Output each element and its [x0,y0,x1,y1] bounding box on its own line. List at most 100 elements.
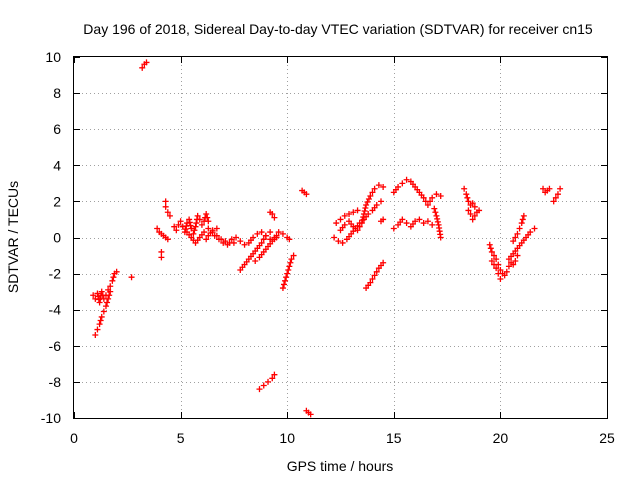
y-tick-label: 8 [53,85,61,101]
data-point [412,218,419,225]
data-point [102,303,109,310]
data-point [194,212,201,219]
data-point [487,245,494,252]
data-point [94,326,101,333]
data-point [205,218,212,225]
data-point [173,227,180,234]
data-point [390,225,397,232]
data-point [204,214,211,221]
x-tick-label: 5 [177,430,185,446]
data-point [105,295,112,302]
data-point [367,192,374,199]
data-point [260,236,267,243]
data-point [503,268,510,275]
data-point [514,252,521,259]
data-point [346,211,353,218]
data-point [256,386,263,393]
data-point [380,216,387,223]
y-tick-label: 4 [53,157,61,173]
data-point [203,211,210,218]
data-point [271,236,278,243]
data-point [486,241,493,248]
y-tick-label: -8 [49,374,62,390]
data-point [90,292,97,299]
data-point [380,259,387,266]
data-point [497,276,504,283]
data-point [190,230,197,237]
data-point [188,225,195,232]
data-point [518,220,525,227]
data-point [164,209,171,216]
data-point [187,222,194,229]
data-point [94,290,101,297]
data-point [198,221,205,228]
data-point [469,200,476,207]
data-point [220,239,227,246]
data-point [162,203,169,210]
data-point [307,411,314,418]
data-point [98,313,105,320]
data-point [154,225,161,232]
data-point [434,218,441,225]
data-point [464,194,471,201]
data-point [303,191,310,198]
data-point [258,229,265,236]
data-point [420,194,427,201]
data-point [362,205,369,212]
data-point [205,225,212,232]
x-tick-label: 25 [599,430,615,446]
data-point [395,183,402,190]
data-point [360,214,367,221]
data-point [369,189,376,196]
data-point [186,219,193,226]
x-tick-label: 10 [279,430,295,446]
data-point [191,227,198,234]
data-marks [90,59,564,418]
data-point [213,225,220,232]
data-point [403,176,410,183]
data-point [279,285,286,292]
y-tick-label: -4 [49,302,62,318]
data-point [434,215,441,222]
data-point [491,252,498,259]
data-point [356,223,363,230]
data-point [106,292,113,299]
data-point [510,238,517,245]
data-point [550,198,557,205]
data-point [113,268,120,275]
data-point [279,230,286,237]
y-tick-label: -10 [41,410,61,426]
data-point [516,225,523,232]
data-point [224,241,231,248]
data-point [354,227,361,234]
data-point [514,230,521,237]
data-point [512,257,519,264]
data-point [546,185,553,192]
data-point [104,299,111,306]
data-point [186,216,193,223]
data-point [286,263,293,270]
data-point [471,203,478,210]
data-point [233,234,240,241]
data-point [269,211,276,218]
y-tick-label: -2 [49,266,62,282]
data-point [557,185,564,192]
data-point [201,229,208,236]
x-tick-labels: 0 5 10 15 20 25 [70,430,615,446]
x-axis-label: GPS time / hours [287,458,394,474]
data-point [285,266,292,273]
data-point [284,270,291,277]
data-point [96,321,103,328]
data-point [92,331,99,338]
data-point [166,212,173,219]
data-point [424,218,431,225]
data-point [491,261,498,268]
data-point [505,263,512,270]
data-point [100,308,107,315]
data-point [461,185,468,192]
plot-frame [73,56,608,419]
data-point [429,221,436,228]
x-tick-label: 0 [70,430,78,446]
data-point [424,202,431,209]
